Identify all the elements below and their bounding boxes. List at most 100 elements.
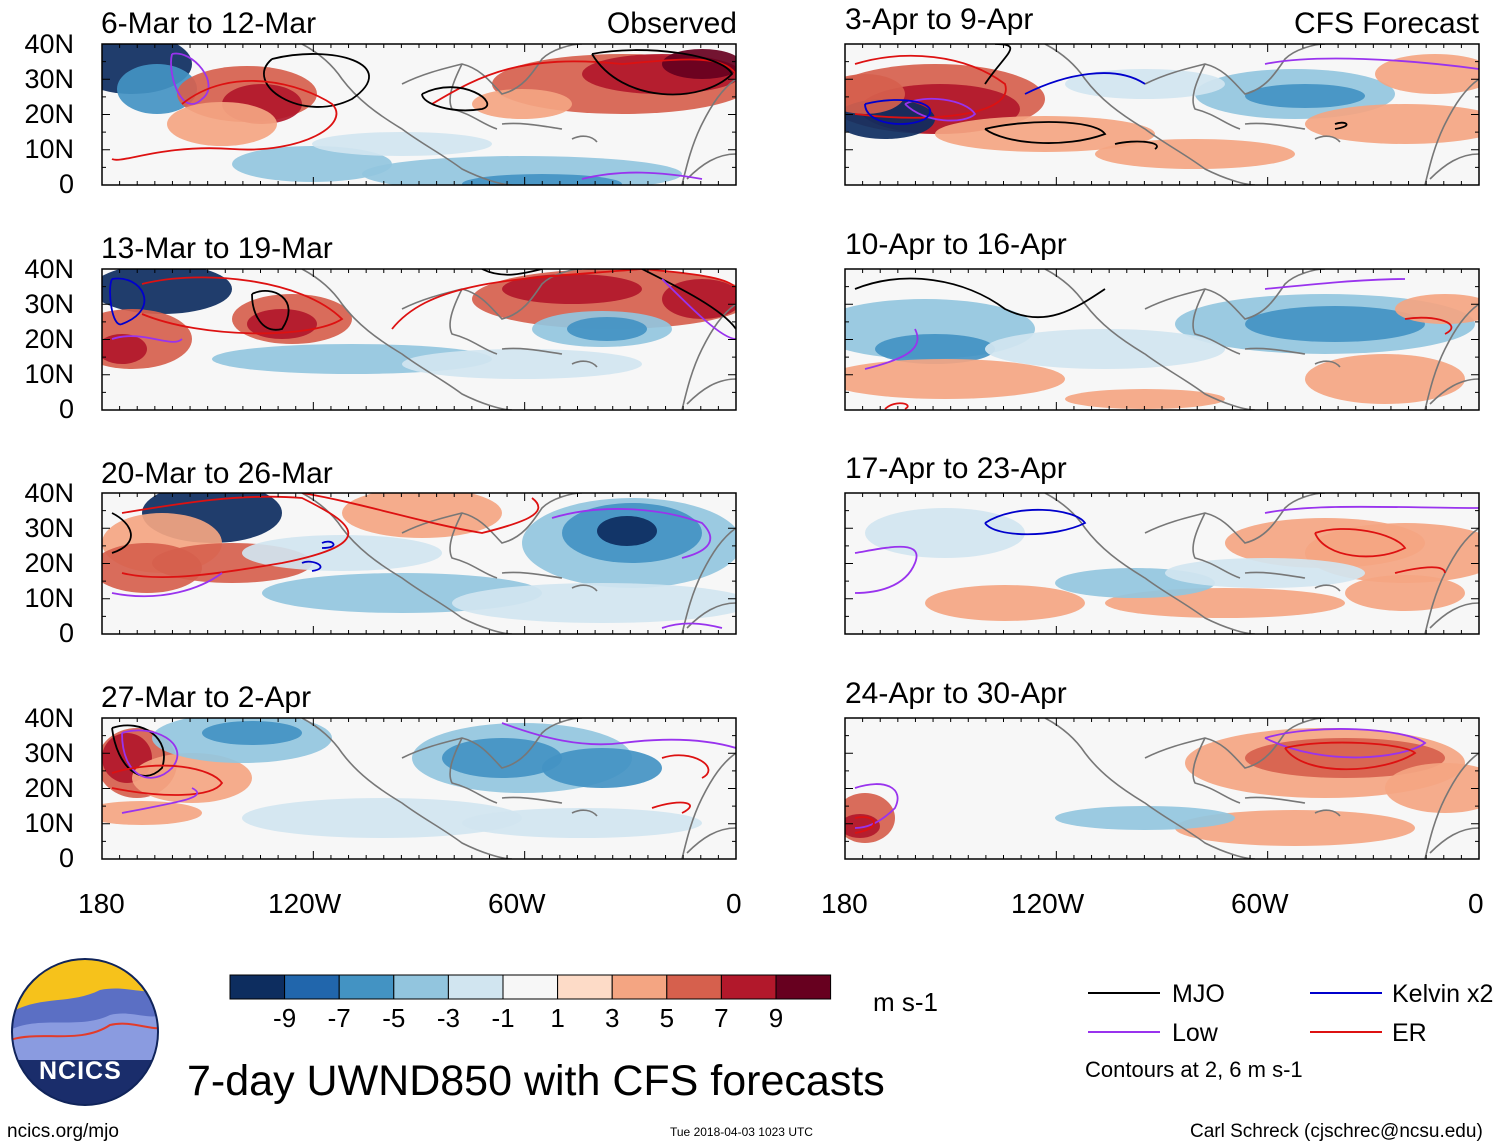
anomaly-shading (865, 508, 1025, 558)
anomaly-shading (845, 359, 1065, 399)
contour-low (1264, 278, 1406, 290)
coastline (1424, 303, 1479, 410)
contour-mjo (641, 269, 736, 330)
map-panel-4 (101, 717, 737, 860)
anomaly-shading (117, 64, 197, 114)
colorbar-swatch (611, 974, 668, 1000)
lat-label: 0 (58, 169, 74, 199)
coastline (1314, 135, 1341, 143)
coastline (681, 303, 736, 410)
lat-label: 20N (24, 548, 74, 578)
panel-title-6: 10-Apr to 16-Apr (845, 228, 1067, 261)
anomaly-shading (242, 535, 442, 571)
contour-er (111, 764, 224, 796)
anomaly-shading (1055, 806, 1235, 830)
colorbar-swatch (720, 974, 777, 1000)
panel-title-3: 20-Mar to 26-Mar (101, 457, 333, 490)
anomaly-shading (232, 146, 392, 182)
lat-label: 0 (58, 394, 74, 424)
coastline (571, 360, 598, 368)
lat-label: 20N (24, 99, 74, 129)
lon-label-right-0: 0 (1468, 888, 1484, 919)
coastline (1244, 122, 1306, 130)
colorbar-swatch (229, 974, 286, 1000)
anomaly-shading (102, 269, 232, 314)
contour-low (864, 328, 919, 370)
coastline (1244, 571, 1306, 579)
lat-label: 20N (24, 773, 74, 803)
logo-mountain (12, 1013, 158, 1060)
lat-label: 30N (24, 738, 74, 768)
lat-label: 40N (24, 29, 74, 59)
anomaly-shading (472, 89, 572, 119)
contour-er (651, 801, 691, 814)
coastline (571, 809, 598, 817)
contour-low (111, 335, 183, 343)
lat-label: 10N (24, 808, 74, 838)
coastline (1044, 269, 1256, 410)
lat-label: 10N (24, 583, 74, 613)
contour-mjo (111, 512, 132, 554)
contour-kelvin (1024, 72, 1146, 95)
map-panel-7 (844, 492, 1480, 635)
anomaly-shading (1065, 389, 1225, 409)
contour-low (170, 52, 210, 105)
colorbar-label: 9 (768, 1003, 784, 1033)
contour-low (854, 783, 899, 829)
contour-mjo (1114, 140, 1158, 150)
anomaly-shading (597, 516, 657, 546)
legend-note: Contours at 2, 6 m s-1 (1085, 1057, 1303, 1082)
lat-label: 10N (24, 359, 74, 389)
contour-low (111, 572, 223, 598)
coastline (501, 796, 563, 804)
coastline (1244, 347, 1306, 355)
contour-er (111, 80, 338, 161)
contour-er (1394, 566, 1446, 574)
lat-label: 10N (24, 134, 74, 164)
contour-low (501, 722, 736, 749)
coastline (1429, 827, 1479, 854)
contour-kelvin (864, 99, 932, 125)
anomaly-shading (202, 721, 302, 745)
anomaly-shading (845, 74, 905, 114)
anomaly-shading (1305, 104, 1479, 144)
coastline (1424, 78, 1479, 185)
contour-er (1404, 316, 1453, 335)
contour-mjo (984, 121, 1107, 144)
anomaly-shading (935, 116, 1155, 152)
map-panel-5 (844, 43, 1480, 186)
anomaly-shading (247, 309, 317, 339)
coastline (681, 527, 736, 634)
lon-label-left-180: 180 (78, 888, 125, 919)
coastline (571, 135, 598, 143)
contour-mjo (1334, 121, 1348, 130)
contour-mjo (263, 53, 370, 108)
lon-label-left-120w: 120W (268, 888, 342, 919)
contour-er (661, 754, 710, 779)
coastline (449, 737, 498, 804)
coastline (1144, 44, 1326, 95)
contour-low (121, 787, 199, 814)
lat-label: 40N (24, 478, 74, 508)
coastline (1044, 44, 1256, 185)
column-title-forecast: CFS Forecast (1293, 7, 1479, 40)
contour-kelvin (321, 540, 335, 549)
panel-title-8: 24-Apr to 30-Apr (845, 677, 1067, 710)
coastline (1192, 512, 1241, 579)
coastline (1144, 269, 1326, 320)
colorbar-label: -1 (491, 1003, 515, 1033)
anomaly-shading (312, 132, 492, 156)
anomaly-shading (462, 808, 702, 838)
coastline (571, 584, 598, 592)
contour-mjo (854, 277, 1106, 319)
colorbar-label: -5 (382, 1003, 406, 1033)
colorbar-label: -9 (273, 1003, 297, 1033)
footer-url[interactable]: ncics.org/mjo (7, 1121, 119, 1142)
contour-low (1264, 505, 1479, 514)
colorbar-swatch (393, 974, 449, 1000)
anomaly-shading (1305, 354, 1465, 404)
coastline (501, 571, 563, 579)
colorbar-swatch (557, 974, 613, 1000)
coastline (1314, 360, 1341, 368)
colorbar-swatch (775, 974, 832, 1000)
